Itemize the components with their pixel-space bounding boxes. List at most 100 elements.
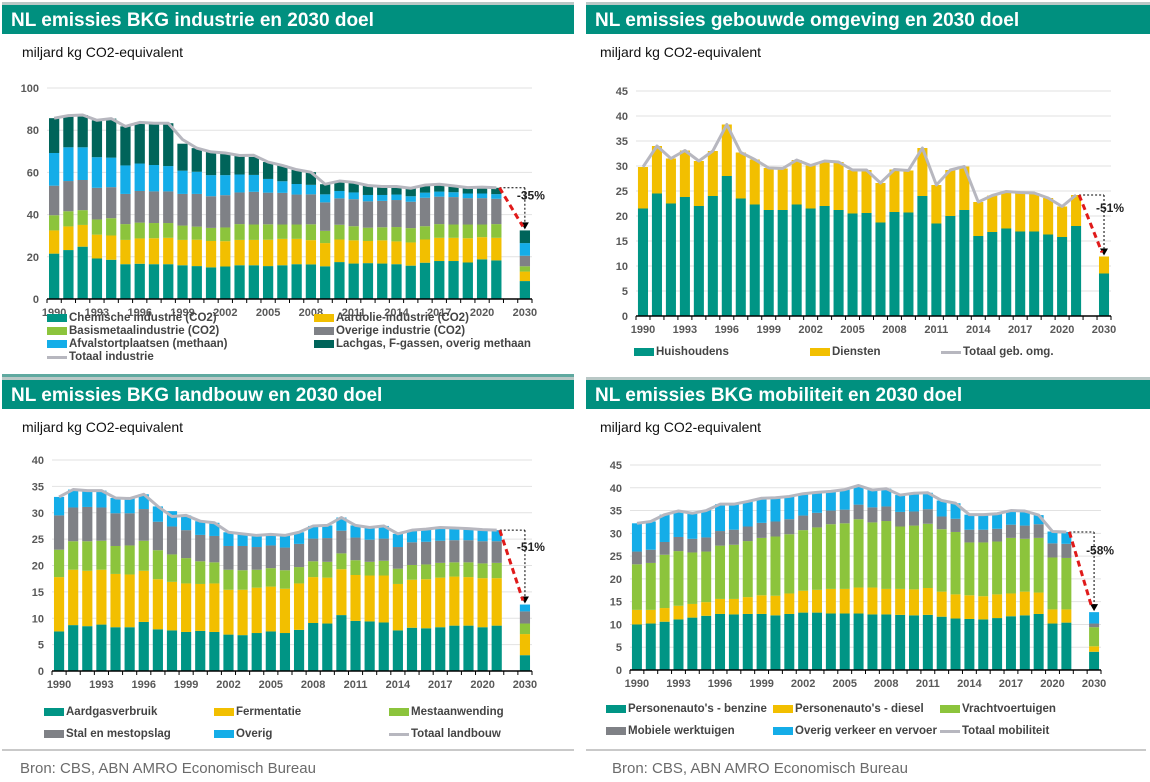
bar-segment-mestaanwending <box>237 570 248 590</box>
bar-segment-lachgas-f-gassen-overig-methaan <box>476 187 488 194</box>
bar-segment-aardgasverbruik <box>265 631 276 671</box>
bar-segment-overig <box>364 527 375 540</box>
bar-segment-huishoudens <box>1015 231 1026 316</box>
bar-segment-overig <box>322 525 333 539</box>
bar-segment-fermentatie <box>53 577 65 632</box>
bar-segment-fermentatie <box>463 577 474 626</box>
bar-segment-overig <box>477 529 488 542</box>
bar-segment-personenauto-s-diesel <box>756 595 767 614</box>
bar-segment-personenauto-s-benzine <box>1089 651 1100 670</box>
legend-line-swatch <box>389 732 409 736</box>
bar-segment-personenauto-s-diesel <box>715 598 726 614</box>
y-tick-label: 45 <box>610 460 622 472</box>
bar-segment-personenauto-s-benzine <box>715 613 726 670</box>
bar-segment-personenauto-s-benzine <box>631 624 642 670</box>
bar-segment-personenauto-s-diesel <box>798 590 809 613</box>
x-tick-label: 2030 <box>1092 324 1116 336</box>
bar-segment-afvalstortplaatsen-methaan- <box>419 192 431 198</box>
bar-segment-chemische-industrie-co2- <box>291 264 302 299</box>
y-tick-label: 40 <box>616 111 628 123</box>
panel-gebouwde-omgeving: NL emissies gebouwde omgeving en 2030 do… <box>586 2 1150 377</box>
bar-segment-afvalstortplaatsen-methaan- <box>405 196 416 202</box>
bar-segment-aardolie-industrie-co2- <box>305 240 317 265</box>
bar-segment-personenauto-s-diesel <box>812 589 823 613</box>
x-tick-label: 2020 <box>470 679 494 691</box>
bar-segment-personenauto-s-benzine <box>1047 623 1058 670</box>
bar-segment-mestaanwending <box>195 561 206 584</box>
legend-label: Stal en mestopslag <box>66 728 171 740</box>
bar-segment-overig-verkeer-en-vervoer <box>895 495 906 512</box>
panel-title: NL emissies BKG industrie en 2030 doel <box>2 2 574 34</box>
bar-segment-overig <box>449 528 460 541</box>
bar-segment-mobiele-werktuigen <box>881 506 892 522</box>
bar-segment-mestaanwending <box>251 569 262 588</box>
bar-segment-diensten <box>819 161 830 206</box>
bar-segment-overig-verkeer-en-vervoer <box>839 489 850 510</box>
legend-color-swatch <box>634 348 654 356</box>
bar-segment-fermentatie <box>68 569 79 626</box>
legend-color-swatch <box>314 327 334 335</box>
bar-segment-overige-industrie-co2- <box>476 198 488 225</box>
x-tick-label: 2008 <box>874 678 898 690</box>
bar-segment-overig-verkeer-en-vervoer <box>1005 510 1016 525</box>
bar-segment-mestaanwending <box>491 562 502 579</box>
legend-item: Huishoudens <box>634 345 729 359</box>
x-tick-label: 2030 <box>513 679 537 691</box>
bar-segment-huishoudens <box>1098 273 1110 316</box>
bar-segment-lachgas-f-gassen-overig-methaan <box>448 185 459 193</box>
bar-segment-afvalstortplaatsen-methaan- <box>291 184 302 195</box>
bar-segment-vrachtvoertuigen <box>1033 537 1044 593</box>
total-line <box>641 123 1078 208</box>
legend-label: Fermentatie <box>236 706 302 718</box>
legend-item: Aardolie-industrie (CO2) <box>314 311 469 325</box>
y-tick-label: 40 <box>32 455 44 467</box>
legend-label: Aardgasverbruik <box>66 706 158 718</box>
x-tick-label: 2014 <box>386 679 411 691</box>
bar-segment-diensten <box>931 185 942 224</box>
y-tick-label: 0 <box>33 294 39 306</box>
bar-segment-afvalstortplaatsen-methaan- <box>476 193 488 199</box>
target-percentage-label: -58% <box>1086 543 1114 557</box>
x-tick-label: 1996 <box>127 307 151 319</box>
bar-segment-overig-verkeer-en-vervoer <box>908 493 919 512</box>
bar-segment-vrachtvoertuigen <box>881 521 892 589</box>
bar-segment-huishoudens <box>875 222 886 316</box>
bar-segment-overige-industrie-co2- <box>134 190 145 223</box>
bar-segment-overig-verkeer-en-vervoer <box>742 501 753 527</box>
bar-segment-overig-verkeer-en-vervoer <box>715 504 726 532</box>
bar-segment-lachgas-f-gassen-overig-methaan <box>91 120 103 158</box>
bar-segment-chemische-industrie-co2- <box>106 259 117 299</box>
bar-segment-fermentatie <box>336 569 347 616</box>
bar-segment-diensten <box>805 165 816 209</box>
bar-segment-mestaanwending <box>364 561 375 576</box>
bar-segment-fermentatie <box>195 583 206 631</box>
legend-color-swatch <box>214 708 234 716</box>
bar-segment-chemische-industrie-co2- <box>262 266 274 299</box>
y-tick-label: 0 <box>38 666 44 678</box>
bar-segment-overig-verkeer-en-vervoer <box>1019 511 1030 526</box>
bar-segment-overig <box>68 489 79 508</box>
chart-mobiliteit: 0 5 10 15 20 25 30 35 40 45 1990 1993 1996 1999 2002 20… <box>610 460 1115 690</box>
x-tick-label: 2017 <box>1008 324 1032 336</box>
bar-segment-aardgasverbruik <box>491 625 502 671</box>
bar-segment-fermentatie <box>152 579 163 630</box>
bar-segment-mestaanwending <box>82 541 93 571</box>
bar-segment-fermentatie <box>421 579 432 629</box>
bar-segment-basismetaalindustrie-co2- <box>405 228 416 243</box>
bar-segment-personenauto-s-diesel <box>964 595 975 619</box>
bar-segment-stal-en-mestopslag <box>181 530 192 559</box>
bar-segment-stal-en-mestopslag <box>406 542 418 565</box>
y-tick-label: 25 <box>32 534 44 546</box>
bar-segment-overige-industrie-co2- <box>234 192 245 225</box>
bar-segment-basismetaalindustrie-co2- <box>434 224 445 238</box>
bar-segment-aardolie-industrie-co2- <box>320 243 331 267</box>
y-tick-label: 5 <box>622 286 628 298</box>
bar-segment-aardolie-industrie-co2- <box>519 271 531 282</box>
bar-segment-aardolie-industrie-co2- <box>262 239 274 267</box>
bar-segment-vrachtvoertuigen <box>922 523 933 588</box>
bar-segment-mestaanwending <box>435 562 446 578</box>
legend-item: Fermentatie <box>214 705 301 719</box>
bar-segment-diensten <box>777 168 788 210</box>
bar-segment-mobiele-werktuigen <box>950 518 961 532</box>
bar-segment-aardolie-industrie-co2- <box>334 239 345 263</box>
